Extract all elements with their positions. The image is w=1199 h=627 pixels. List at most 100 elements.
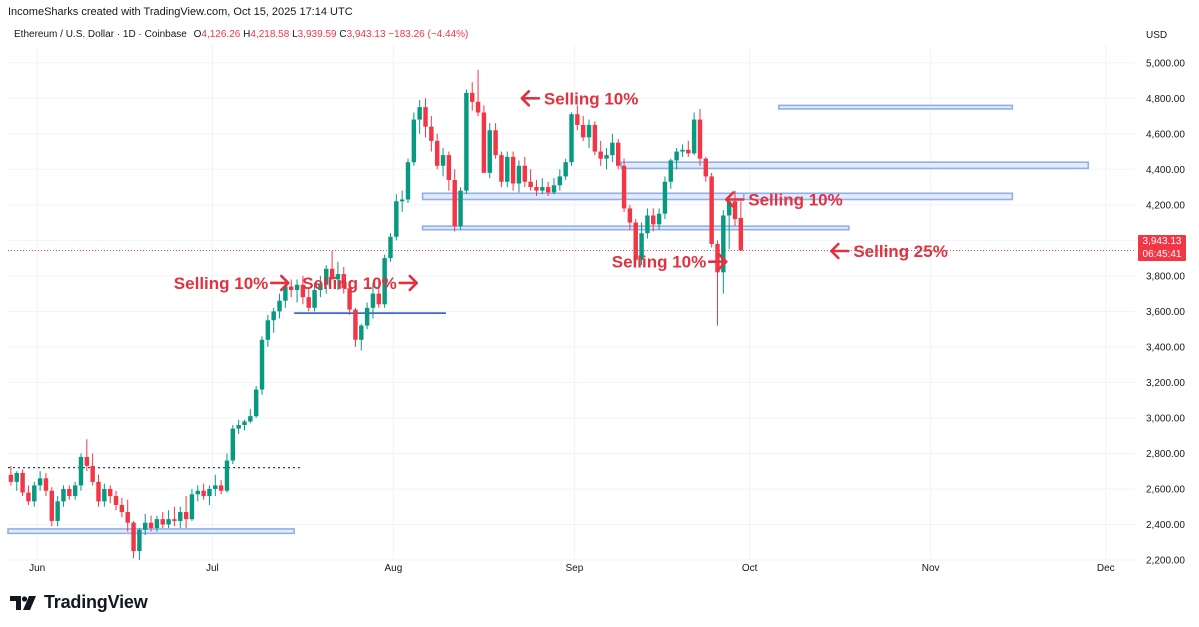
selling-annotation: Selling 10% bbox=[612, 253, 728, 272]
candle-body bbox=[84, 457, 90, 466]
candle-body bbox=[195, 490, 200, 495]
candle-body bbox=[399, 199, 405, 202]
chart-grid bbox=[8, 45, 1135, 561]
arrow-right-icon bbox=[398, 274, 419, 292]
candle-body bbox=[505, 156, 510, 182]
y-tick-label: 3,000.00 bbox=[1146, 413, 1185, 424]
y-tick-label: 2,400.00 bbox=[1146, 520, 1185, 531]
candle-body bbox=[166, 519, 171, 525]
candle-body bbox=[160, 519, 165, 525]
candle-body bbox=[475, 101, 481, 113]
candle-body bbox=[557, 176, 563, 186]
selling-annotation: Selling 10% bbox=[724, 191, 843, 210]
annotation-layer: Selling 10% Selling 10% Selling 10% Selling… bbox=[174, 89, 948, 293]
candle-body bbox=[627, 208, 633, 223]
low-value: 3,939.59 bbox=[297, 29, 337, 40]
candle-body bbox=[107, 488, 113, 497]
candle-body bbox=[610, 142, 615, 156]
y-tick-label: 2,200.00 bbox=[1146, 556, 1185, 567]
candle-body bbox=[493, 130, 498, 156]
candle-body bbox=[32, 485, 37, 502]
candle-body bbox=[680, 149, 685, 152]
arrow-left-icon bbox=[830, 242, 850, 260]
x-tick-label: Dec bbox=[1097, 563, 1115, 574]
candle-body bbox=[341, 274, 346, 289]
candle-body bbox=[37, 478, 43, 486]
y-tick-label: 3,600.00 bbox=[1146, 307, 1185, 318]
time-axis[interactable]: Jun Jul Aug Sep Oct Nov Dec bbox=[29, 563, 1115, 574]
candle-body bbox=[49, 490, 55, 521]
candle-body bbox=[726, 201, 732, 216]
candle-body bbox=[26, 492, 31, 502]
arrow-right-icon bbox=[707, 253, 728, 270]
price-axis[interactable]: 2,200.00 2,400.00 2,600.00 2,800.00 3,000.00… bbox=[1146, 58, 1185, 566]
candle-body bbox=[709, 176, 714, 244]
x-tick-label: Jul bbox=[206, 563, 219, 574]
candle-body bbox=[242, 421, 247, 426]
candle-body bbox=[137, 529, 142, 552]
candle-body bbox=[265, 320, 271, 340]
candle-body bbox=[674, 151, 679, 161]
y-tick-label: 4,200.00 bbox=[1146, 200, 1185, 211]
supply-demand-zone bbox=[742, 192, 1014, 201]
candle-body bbox=[154, 519, 160, 529]
candle-body bbox=[183, 512, 189, 520]
tradingview-logo-icon bbox=[10, 595, 36, 610]
annotation-label: Selling 10% bbox=[612, 253, 706, 272]
candle-body bbox=[294, 284, 300, 291]
candle-body bbox=[347, 288, 352, 310]
candle-body bbox=[96, 481, 101, 502]
candle-body bbox=[651, 215, 656, 225]
y-tick-label: 4,800.00 bbox=[1146, 94, 1185, 105]
tradingview-brand[interactable]: TradingView bbox=[10, 592, 148, 613]
candle-body bbox=[464, 92, 469, 191]
candle-body bbox=[318, 284, 323, 291]
low-label: L bbox=[292, 29, 298, 40]
candle-body bbox=[312, 290, 317, 308]
candle-body bbox=[259, 339, 265, 390]
symbol-legend[interactable]: Ethereum / U.S. Dollar · 1D · Coinbase O… bbox=[14, 29, 468, 40]
supply-demand-zone bbox=[421, 192, 745, 201]
close-label: C bbox=[339, 29, 347, 40]
candle-body bbox=[335, 274, 341, 280]
candle-body bbox=[551, 185, 557, 193]
supply-demand-zone bbox=[777, 104, 1014, 110]
candle-body bbox=[224, 460, 230, 491]
candle-body bbox=[522, 165, 528, 182]
candle-body bbox=[645, 215, 650, 234]
y-tick-label: 2,600.00 bbox=[1146, 484, 1185, 495]
annotation-label: Selling 25% bbox=[853, 242, 947, 261]
candle-body bbox=[540, 187, 545, 191]
candle-body bbox=[394, 201, 399, 237]
y-tick-label: 5,000.00 bbox=[1146, 58, 1185, 69]
candle-body bbox=[376, 293, 382, 305]
candle-body bbox=[569, 114, 574, 163]
high-value: 4,218.58 bbox=[250, 29, 290, 40]
candle-body bbox=[119, 504, 125, 513]
open-value: 4,126.26 bbox=[201, 29, 241, 40]
candle-body bbox=[230, 428, 236, 461]
candle-body bbox=[691, 119, 697, 154]
candle-body bbox=[405, 162, 411, 200]
candle-body bbox=[446, 155, 452, 180]
candle-body bbox=[148, 522, 154, 529]
candle-body bbox=[470, 92, 475, 102]
candle-body bbox=[586, 124, 592, 138]
candle-body bbox=[703, 158, 709, 177]
arrow-left-icon bbox=[520, 89, 541, 107]
candle-body bbox=[14, 472, 19, 482]
selling-annotation: Selling 10% bbox=[302, 274, 419, 293]
line-layer bbox=[8, 250, 1135, 469]
candle-body bbox=[125, 512, 130, 523]
candle-body bbox=[207, 488, 212, 497]
currency-label: USD bbox=[1146, 30, 1168, 41]
selling-annotation: Selling 10% bbox=[520, 89, 638, 108]
candle-body bbox=[218, 485, 224, 491]
y-tick-label: 3,200.00 bbox=[1146, 378, 1185, 389]
candle-body bbox=[248, 416, 253, 422]
candle-body bbox=[534, 187, 539, 191]
candle-body bbox=[411, 119, 417, 163]
annotation-label: Selling 10% bbox=[302, 274, 396, 293]
candle-body bbox=[604, 155, 609, 159]
